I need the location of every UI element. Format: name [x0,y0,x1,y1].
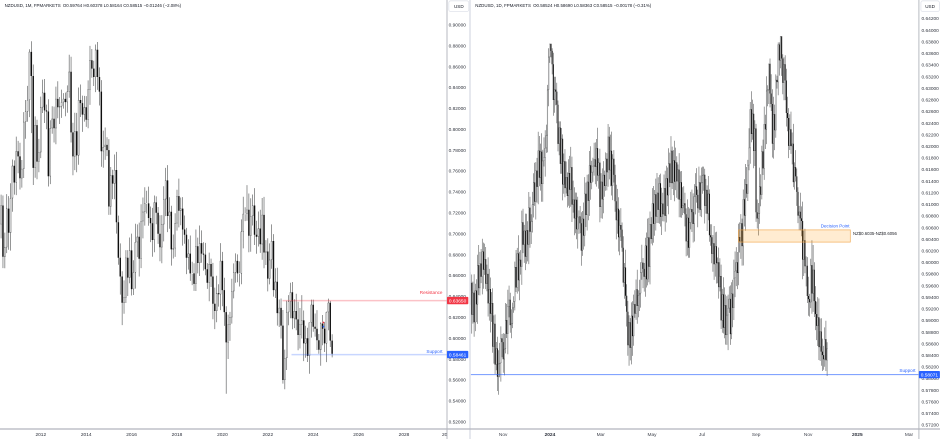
svg-text:0.58400: 0.58400 [922,353,940,359]
svg-text:0.63650: 0.63650 [449,298,467,304]
svg-text:0.59000: 0.59000 [922,318,940,324]
svg-text:0.58200: 0.58200 [922,365,940,371]
svg-text:USD: USD [454,4,464,9]
svg-text:2030: 2030 [442,432,453,438]
svg-text:0.59800: 0.59800 [922,272,940,278]
svg-text:0.60000: 0.60000 [922,260,940,266]
svg-text:Resistance: Resistance [420,290,443,295]
svg-text:Nov: Nov [804,432,813,438]
svg-text:0.84000: 0.84000 [449,85,467,91]
svg-text:2024: 2024 [545,432,556,438]
svg-text:2012: 2012 [35,432,46,438]
svg-text:0.60400: 0.60400 [922,237,940,243]
svg-text:0.76000: 0.76000 [449,169,467,175]
svg-text:0.56000: 0.56000 [449,378,467,384]
svg-text:NZ$0.6035-NZ$0.6056: NZ$0.6035-NZ$0.6056 [853,231,898,236]
svg-text:Decision Point: Decision Point [821,223,851,228]
svg-text:0.63200: 0.63200 [922,74,940,80]
svg-text:0.54000: 0.54000 [449,399,467,405]
svg-text:USD: USD [925,4,935,9]
svg-text:0.62600: 0.62600 [922,109,940,115]
svg-text:NZDUSD, 1D, FPMARKETS O0.58524: NZDUSD, 1D, FPMARKETS O0.58524 H0.58690 … [475,3,652,8]
svg-text:Support: Support [426,349,443,354]
svg-text:2024: 2024 [308,432,319,438]
svg-text:0.82000: 0.82000 [449,106,467,112]
svg-text:0.52000: 0.52000 [449,420,467,426]
svg-text:0.63600: 0.63600 [922,51,940,57]
svg-text:Sep: Sep [752,432,761,438]
svg-text:0.64200: 0.64200 [922,16,940,22]
svg-text:2018: 2018 [172,432,183,438]
svg-text:May: May [647,432,657,438]
svg-text:0.58800: 0.58800 [922,330,940,336]
svg-text:0.57800: 0.57800 [922,388,940,394]
svg-text:2014: 2014 [81,432,92,438]
svg-text:0.64000: 0.64000 [922,28,940,34]
svg-text:Nov: Nov [499,432,508,438]
svg-text:0.58600: 0.58600 [922,341,940,347]
svg-text:2022: 2022 [262,432,273,438]
svg-text:0.62200: 0.62200 [922,132,940,138]
svg-text:0.60800: 0.60800 [922,214,940,220]
svg-text:0.57400: 0.57400 [922,411,940,417]
svg-text:0.58071: 0.58071 [921,372,939,378]
svg-text:0.80000: 0.80000 [449,127,467,133]
svg-text:0.61200: 0.61200 [922,190,940,196]
svg-text:0.63000: 0.63000 [922,86,940,92]
svg-text:2020: 2020 [217,432,228,438]
svg-text:0.63400: 0.63400 [922,63,940,69]
svg-text:Mar: Mar [905,432,914,438]
svg-text:NZDUSD, 1M, FPMARKETS O0.59764: NZDUSD, 1M, FPMARKETS O0.59764 H0.60378 … [5,3,182,8]
svg-text:0.57200: 0.57200 [922,423,940,429]
svg-text:0.74000: 0.74000 [449,190,467,196]
svg-text:Support: Support [899,368,916,373]
svg-text:0.58000: 0.58000 [449,357,467,363]
svg-text:Jul: Jul [699,432,705,438]
svg-text:0.61000: 0.61000 [922,202,940,208]
svg-text:0.61400: 0.61400 [922,179,940,185]
svg-text:0.60000: 0.60000 [449,336,467,342]
svg-text:0.88000: 0.88000 [449,43,467,49]
svg-text:0.66000: 0.66000 [449,273,467,279]
svg-text:0.60200: 0.60200 [922,249,940,255]
svg-text:0.86000: 0.86000 [449,64,467,70]
svg-text:0.62000: 0.62000 [922,144,940,150]
svg-text:0.78000: 0.78000 [449,148,467,154]
svg-text:0.70000: 0.70000 [449,231,467,237]
svg-text:0.62800: 0.62800 [922,98,940,104]
svg-text:0.59600: 0.59600 [922,283,940,289]
svg-text:0.58461: 0.58461 [449,352,467,358]
svg-text:0.62000: 0.62000 [449,315,467,321]
svg-text:0.90000: 0.90000 [449,23,467,29]
svg-text:2026: 2026 [353,432,364,438]
svg-text:2025: 2025 [852,432,863,438]
svg-text:Mar: Mar [597,432,606,438]
svg-text:0.60600: 0.60600 [922,225,940,231]
svg-text:0.58000: 0.58000 [922,376,940,382]
svg-text:0.63800: 0.63800 [922,40,940,46]
svg-text:0.59200: 0.59200 [922,307,940,313]
svg-text:2028: 2028 [399,432,410,438]
svg-text:0.59400: 0.59400 [922,295,940,301]
svg-text:0.57600: 0.57600 [922,399,940,405]
svg-text:0.68000: 0.68000 [449,252,467,258]
svg-text:0.72000: 0.72000 [449,211,467,217]
svg-text:0.62400: 0.62400 [922,121,940,127]
svg-text:0.61800: 0.61800 [922,156,940,162]
svg-text:2016: 2016 [126,432,137,438]
svg-text:0.61600: 0.61600 [922,167,940,173]
